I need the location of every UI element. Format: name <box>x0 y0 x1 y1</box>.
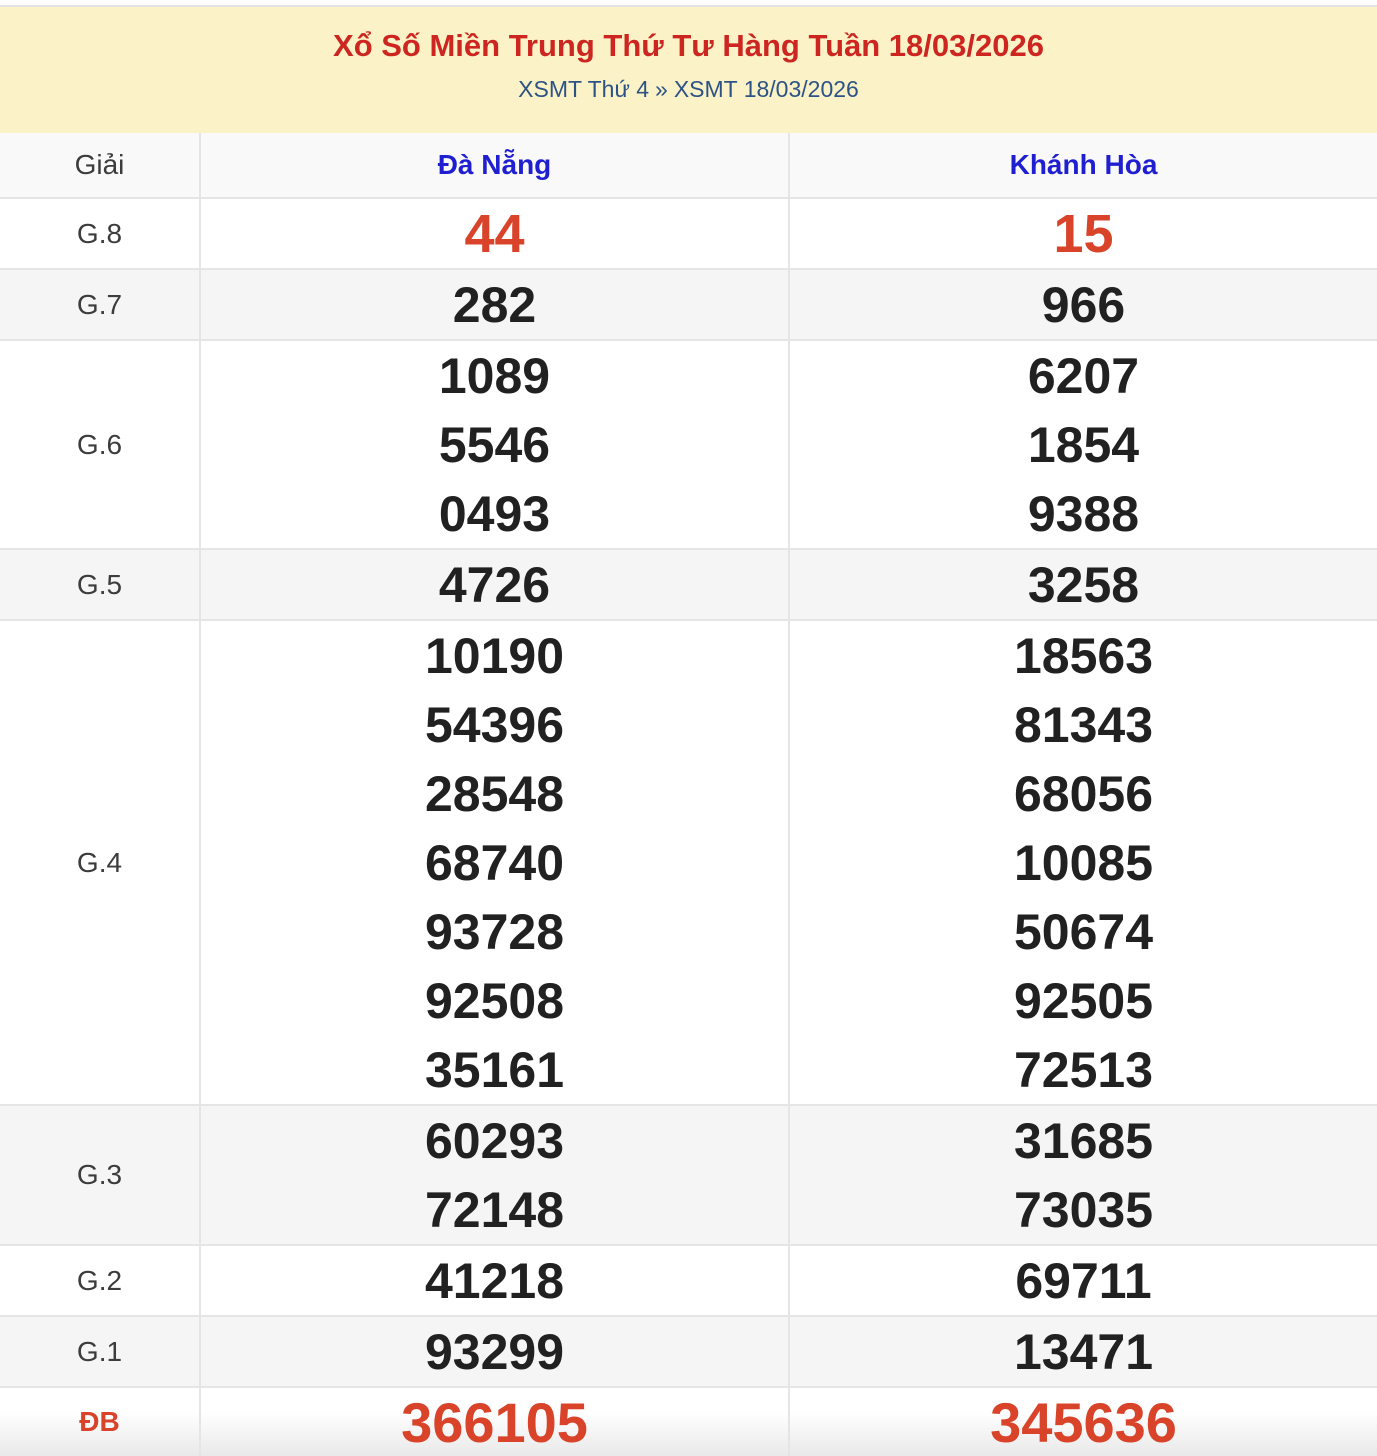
row-g2: G.2 41218 69711 <box>0 1244 1377 1317</box>
prize-number: 1089 <box>438 347 551 404</box>
breadcrumb-link-xsmt-date[interactable]: XSMT 18/03/2026 <box>673 76 859 102</box>
prize-number: 93299 <box>424 1323 565 1380</box>
province-header-khanhhoa: Khánh Hòa <box>788 132 1377 199</box>
prize-label: ĐB <box>0 1386 201 1456</box>
cell-g6-khanhhoa: 6207 1854 9388 <box>788 339 1377 550</box>
prize-number: 966 <box>1041 276 1126 333</box>
prize-label: G.1 <box>0 1315 201 1388</box>
cell-g3-danang: 60293 72148 <box>199 1104 790 1246</box>
results-table: Giải Đà Nẵng Khánh Hòa G.8 44 15 G.7 282… <box>0 132 1377 1456</box>
prize-number: 10085 <box>1013 834 1154 891</box>
cell-g5-danang: 4726 <box>199 548 790 621</box>
cell-g6-danang: 1089 5546 0493 <box>199 339 790 550</box>
prize-number: 0493 <box>438 485 551 542</box>
page-title: Xổ Số Miền Trung Thứ Tư Hàng Tuần 18/03/… <box>333 28 1044 63</box>
cell-g1-danang: 93299 <box>199 1315 790 1388</box>
prize-label: G.8 <box>0 197 201 270</box>
breadcrumb-link-xsmt-thu4[interactable]: XSMT Thứ 4 <box>518 76 650 102</box>
prize-number: 3258 <box>1027 556 1140 613</box>
prize-number: 35161 <box>424 1041 565 1098</box>
prize-number: 15 <box>1053 203 1114 264</box>
cell-g8-danang: 44 <box>199 197 790 270</box>
prize-number: 41218 <box>424 1252 565 1309</box>
prize-number: 345636 <box>990 1390 1177 1454</box>
prize-number: 10190 <box>424 627 565 684</box>
page-header: Xổ Số Miền Trung Thứ Tư Hàng Tuần 18/03/… <box>0 7 1377 133</box>
row-g7: G.7 282 966 <box>0 268 1377 341</box>
prize-number: 54396 <box>424 696 565 753</box>
cell-g4-khanhhoa: 18563 81343 68056 10085 50674 92505 7251… <box>788 619 1377 1106</box>
row-g1: G.1 93299 13471 <box>0 1315 1377 1388</box>
row-g6: G.6 1089 5546 0493 6207 1854 9388 <box>0 339 1377 550</box>
prize-number: 5546 <box>438 416 551 473</box>
cell-db-danang: 366105 <box>199 1386 790 1456</box>
prize-number: 13471 <box>1013 1323 1154 1380</box>
cell-g5-khanhhoa: 3258 <box>788 548 1377 621</box>
province-link-danang[interactable]: Đà Nẵng <box>437 149 552 180</box>
cell-g7-danang: 282 <box>199 268 790 341</box>
prize-number: 18563 <box>1013 627 1154 684</box>
cell-g8-khanhhoa: 15 <box>788 197 1377 270</box>
province-link-khanhhoa[interactable]: Khánh Hòa <box>1009 149 1158 180</box>
prize-number: 68056 <box>1013 765 1154 822</box>
prize-number: 1854 <box>1027 416 1140 473</box>
cell-db-khanhhoa: 345636 <box>788 1386 1377 1456</box>
prize-label: G.4 <box>0 619 201 1106</box>
prize-number: 28548 <box>424 765 565 822</box>
prize-number: 44 <box>464 203 525 264</box>
row-g5: G.5 4726 3258 <box>0 548 1377 621</box>
row-db: ĐB 366105 345636 <box>0 1386 1377 1456</box>
table-header-row: Giải Đà Nẵng Khánh Hòa <box>0 132 1377 199</box>
cell-g1-khanhhoa: 13471 <box>788 1315 1377 1388</box>
cell-g2-khanhhoa: 69711 <box>788 1244 1377 1317</box>
prize-number: 282 <box>452 276 537 333</box>
prize-number: 9388 <box>1027 485 1140 542</box>
province-header-danang: Đà Nẵng <box>199 132 790 199</box>
top-divider <box>0 0 1377 7</box>
prize-number: 60293 <box>424 1112 565 1169</box>
prize-number: 92505 <box>1013 972 1154 1029</box>
prize-column-header: Giải <box>0 132 201 199</box>
row-g8: G.8 44 15 <box>0 197 1377 270</box>
prize-number: 50674 <box>1013 903 1154 960</box>
cell-g4-danang: 10190 54396 28548 68740 93728 92508 3516… <box>199 619 790 1106</box>
cell-g3-khanhhoa: 31685 73035 <box>788 1104 1377 1246</box>
prize-label: G.2 <box>0 1244 201 1317</box>
row-g3: G.3 60293 72148 31685 73035 <box>0 1104 1377 1246</box>
prize-label: G.3 <box>0 1104 201 1246</box>
prize-number: 73035 <box>1013 1181 1154 1238</box>
breadcrumb: XSMT Thứ 4» XSMT 18/03/2026 <box>0 76 1377 103</box>
prize-number: 81343 <box>1013 696 1154 753</box>
prize-label: G.6 <box>0 339 201 550</box>
prize-number: 93728 <box>424 903 565 960</box>
row-g4: G.4 10190 54396 28548 68740 93728 92508 … <box>0 619 1377 1106</box>
cell-g2-danang: 41218 <box>199 1244 790 1317</box>
prize-number: 72148 <box>424 1181 565 1238</box>
prize-label: G.7 <box>0 268 201 341</box>
prize-number: 92508 <box>424 972 565 1029</box>
prize-number: 366105 <box>401 1390 588 1454</box>
prize-number: 69711 <box>1015 1252 1152 1309</box>
breadcrumb-separator: » <box>655 76 668 102</box>
prize-number: 6207 <box>1027 347 1140 404</box>
prize-number: 4726 <box>438 556 551 613</box>
prize-number: 72513 <box>1013 1041 1154 1098</box>
prize-number: 68740 <box>424 834 565 891</box>
prize-number: 31685 <box>1013 1112 1154 1169</box>
cell-g7-khanhhoa: 966 <box>788 268 1377 341</box>
prize-label: G.5 <box>0 548 201 621</box>
